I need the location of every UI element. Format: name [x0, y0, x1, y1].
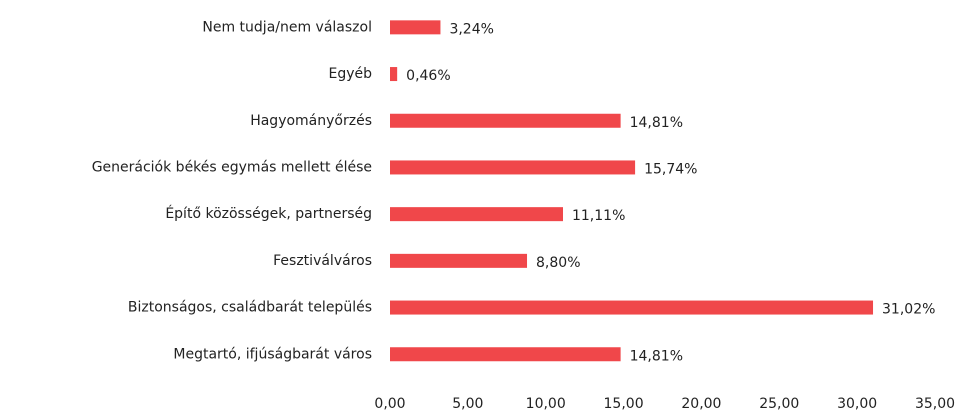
bar [390, 207, 563, 222]
y-tick-label: Építő közösségek, partnerség [165, 205, 372, 222]
bar [390, 253, 528, 268]
bar [390, 300, 874, 315]
bar [390, 67, 398, 82]
value-label: 11,11% [572, 208, 625, 224]
x-tick-label: 15,00 [604, 396, 644, 412]
y-tick-label: Fesztiválváros [273, 253, 372, 269]
value-label: 15,74% [644, 161, 697, 177]
bar [390, 113, 621, 128]
value-label: 31,02% [882, 302, 935, 318]
x-tick-label: 20,00 [681, 396, 721, 412]
value-label: 14,81% [630, 115, 683, 131]
y-tick-label: Generációk békés egymás mellett élése [92, 159, 372, 175]
x-tick-label: 0,00 [374, 396, 405, 412]
bar [390, 160, 636, 175]
x-tick-label: 25,00 [759, 396, 799, 412]
value-label: 8,80% [536, 255, 580, 271]
x-tick-label: 30,00 [837, 396, 877, 412]
x-tick-label: 10,00 [526, 396, 566, 412]
value-label: 3,24% [449, 21, 493, 37]
y-tick-label: Megtartó, ifjúságbarát város [173, 346, 372, 362]
y-tick-label: Nem tudja/nem válaszol [202, 19, 372, 35]
value-label: 14,81% [630, 348, 683, 364]
x-tick-label: 35,00 [915, 396, 955, 412]
x-tick-label: 5,00 [452, 396, 483, 412]
y-tick-label: Hagyományőrzés [250, 113, 372, 129]
value-label: 0,46% [406, 68, 450, 84]
y-tick-label: Egyéb [328, 66, 372, 82]
y-tick-label: Biztonságos, családbarát település [128, 300, 372, 316]
bar [390, 347, 621, 362]
bar [390, 20, 441, 35]
